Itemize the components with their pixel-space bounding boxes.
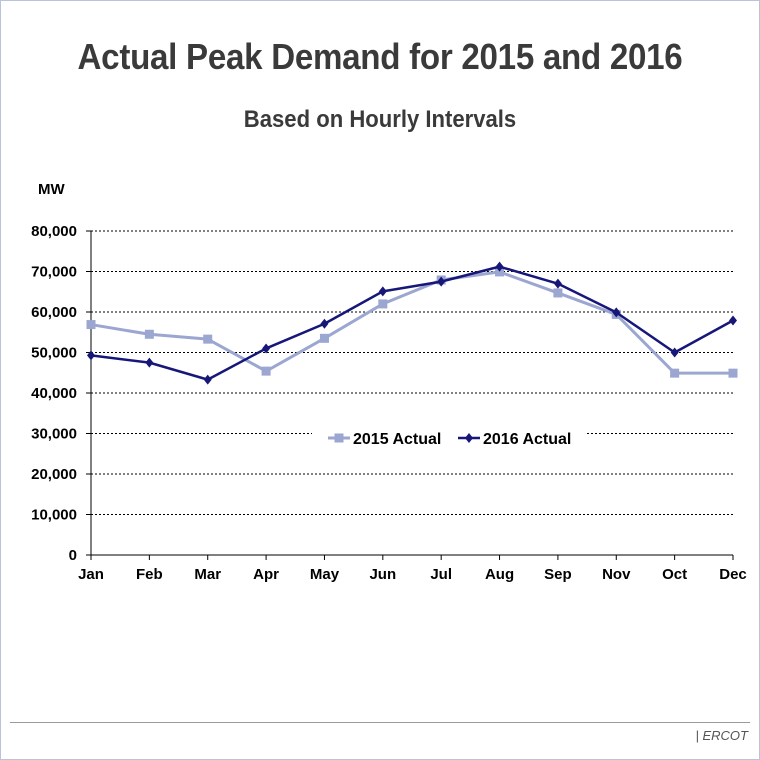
x-tick-label: Jul xyxy=(430,566,452,583)
legend-swatch-marker xyxy=(334,433,344,443)
y-tick-label: 30,000 xyxy=(31,426,77,443)
legend-label: 2016 Actual xyxy=(483,431,571,448)
data-point xyxy=(495,261,504,272)
x-tick-label: Nov xyxy=(602,566,631,583)
x-tick-label: Sep xyxy=(544,566,572,583)
series-1 xyxy=(86,267,738,378)
data-point xyxy=(261,366,271,376)
x-tick-label: May xyxy=(310,566,340,583)
data-point xyxy=(203,334,213,344)
data-point xyxy=(203,374,212,385)
series-2 xyxy=(87,261,737,385)
data-point xyxy=(437,276,446,287)
data-point xyxy=(495,267,505,277)
data-point xyxy=(87,350,95,361)
y-tick-label: 0 xyxy=(69,547,77,564)
y-tick-label: 60,000 xyxy=(31,304,77,321)
data-point xyxy=(145,357,154,368)
x-tick-labels: Jan Feb Mar Apr May Jun Jul Aug Sep Nov Oct Dec xyxy=(78,566,747,583)
axes xyxy=(86,230,734,560)
x-tick-label: Aug xyxy=(485,566,514,583)
y-tick-label: 10,000 xyxy=(31,507,77,524)
y-tick-label: 50,000 xyxy=(31,345,77,362)
legend-label: 2015 Actual xyxy=(353,431,441,448)
legend-background xyxy=(312,424,586,452)
y-tick-label: 80,000 xyxy=(31,223,77,240)
x-tick-label: Jun xyxy=(369,566,396,583)
series-line xyxy=(90,265,734,381)
data-point xyxy=(378,299,388,309)
data-point xyxy=(553,288,563,298)
source-label: | ERCOT xyxy=(695,728,749,743)
data-point xyxy=(262,343,271,354)
series-group xyxy=(86,261,738,385)
x-tick-label: Apr xyxy=(253,566,279,583)
data-point xyxy=(86,320,96,330)
data-point xyxy=(144,329,154,339)
data-point xyxy=(670,347,679,358)
chart-title: Actual Peak Demand for 2015 and 2016 xyxy=(77,36,683,77)
data-point xyxy=(378,286,387,297)
chart-subtitle: Based on Hourly Intervals xyxy=(243,106,517,133)
x-tick-label: Feb xyxy=(136,566,163,583)
legend-swatch-marker xyxy=(465,433,473,443)
footer-divider xyxy=(10,722,750,723)
data-point xyxy=(670,368,680,378)
x-tick-label: Mar xyxy=(194,566,221,583)
data-point xyxy=(612,307,621,318)
legend: 2015 Actual 2016 Actual xyxy=(312,424,586,452)
y-tick-label: 20,000 xyxy=(31,466,77,483)
y-axis-label: MW xyxy=(38,181,65,198)
y-tick-label: 70,000 xyxy=(31,264,77,281)
data-point xyxy=(729,315,737,326)
data-point xyxy=(320,318,329,329)
data-point xyxy=(319,333,329,343)
x-tick-label: Dec xyxy=(719,566,747,583)
series-line xyxy=(90,270,733,375)
data-point xyxy=(553,278,562,289)
y-tick-labels: 0 10,000 20,000 30,000 40,000 50,000 60,000 70,… xyxy=(31,223,77,564)
x-tick-label: Jan xyxy=(78,566,104,583)
data-point xyxy=(728,368,738,378)
y-tick-label: 40,000 xyxy=(31,385,77,402)
x-tick-label: Oct xyxy=(662,566,687,583)
